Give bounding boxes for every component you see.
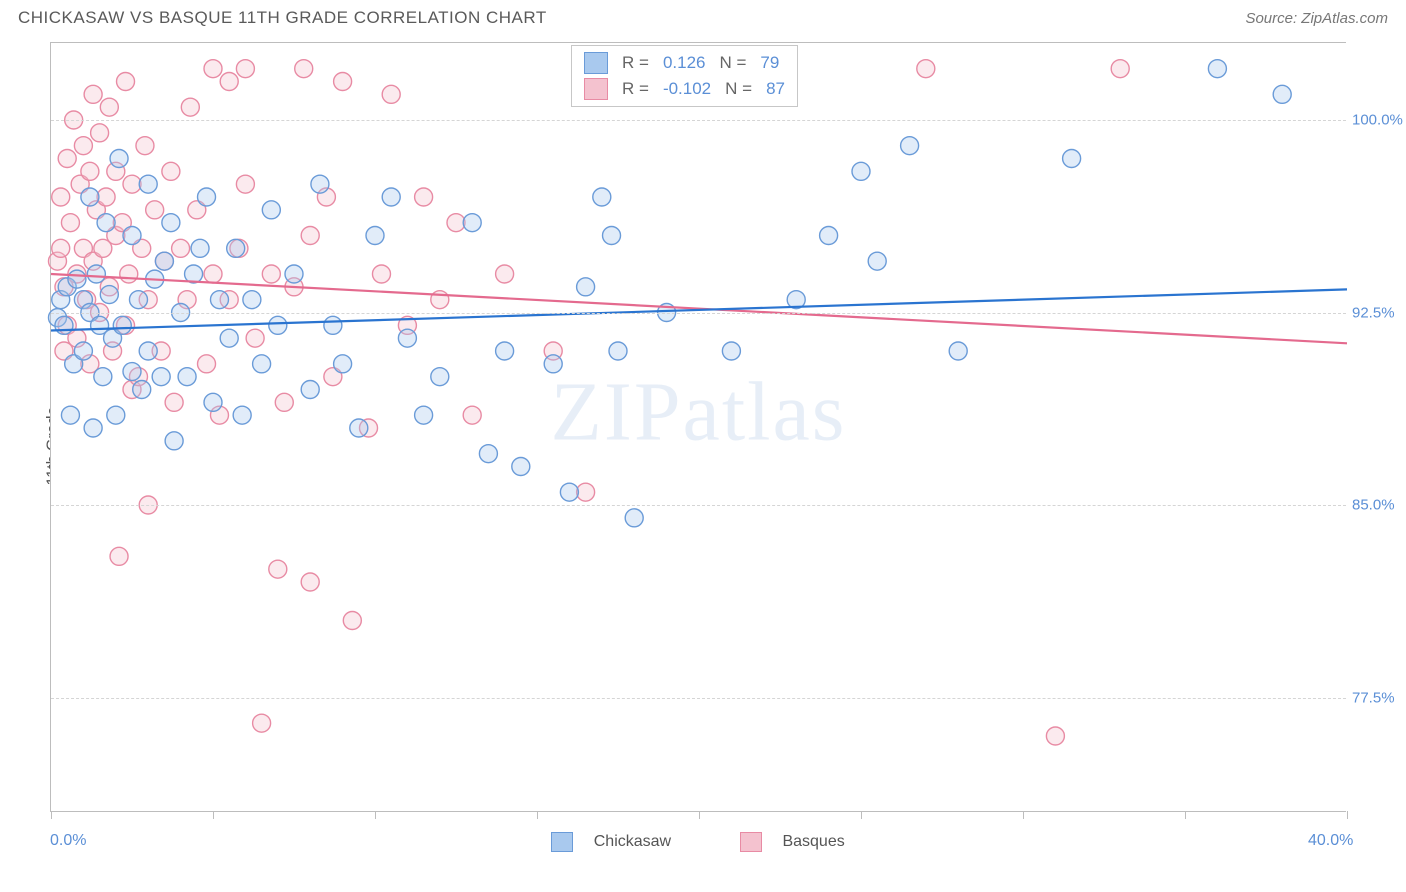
r-value-basques: -0.102 bbox=[663, 76, 711, 102]
gridline bbox=[51, 120, 1346, 121]
xtick bbox=[1023, 811, 1024, 819]
xtick bbox=[1347, 811, 1348, 819]
swatch-chickasaw bbox=[584, 52, 608, 74]
chart-title: CHICKASAW VS BASQUE 11TH GRADE CORRELATI… bbox=[18, 8, 547, 28]
series-legend: Chickasaw Basques bbox=[50, 832, 1346, 852]
xtick bbox=[537, 811, 538, 819]
plot-area: ZIPatlas R = 0.126 N = 79 R = -0.102 N =… bbox=[50, 42, 1346, 812]
legend-chickasaw-label: Chickasaw bbox=[594, 833, 671, 850]
swatch-basques-bottom bbox=[740, 832, 762, 852]
swatch-chickasaw-bottom bbox=[551, 832, 573, 852]
n-value-chickasaw: 79 bbox=[760, 50, 779, 76]
r-value-chickasaw: 0.126 bbox=[663, 50, 706, 76]
gridline bbox=[51, 313, 1346, 314]
xtick bbox=[699, 811, 700, 819]
r-label: R = bbox=[622, 76, 649, 102]
xtick bbox=[375, 811, 376, 819]
xtick bbox=[213, 811, 214, 819]
legend-row-basques: R = -0.102 N = 87 bbox=[584, 76, 785, 102]
gridline bbox=[51, 698, 1346, 699]
gridline bbox=[51, 505, 1346, 506]
xtick bbox=[1185, 811, 1186, 819]
xtick bbox=[51, 811, 52, 819]
n-value-basques: 87 bbox=[766, 76, 785, 102]
source-label: Source: ZipAtlas.com bbox=[1245, 10, 1388, 27]
chart-area: ZIPatlas R = 0.126 N = 79 R = -0.102 N =… bbox=[50, 42, 1390, 842]
r-label: R = bbox=[622, 50, 649, 76]
legend-row-chickasaw: R = 0.126 N = 79 bbox=[584, 50, 785, 76]
ytick-label: 85.0% bbox=[1352, 497, 1406, 514]
xtick bbox=[861, 811, 862, 819]
ytick-label: 100.0% bbox=[1352, 112, 1406, 129]
n-label: N = bbox=[725, 76, 752, 102]
swatch-basques bbox=[584, 78, 608, 100]
n-label: N = bbox=[719, 50, 746, 76]
ytick-label: 77.5% bbox=[1352, 689, 1406, 706]
correlation-legend: R = 0.126 N = 79 R = -0.102 N = 87 bbox=[571, 45, 798, 107]
ytick-label: 92.5% bbox=[1352, 304, 1406, 321]
legend-basques-label: Basques bbox=[782, 833, 844, 850]
